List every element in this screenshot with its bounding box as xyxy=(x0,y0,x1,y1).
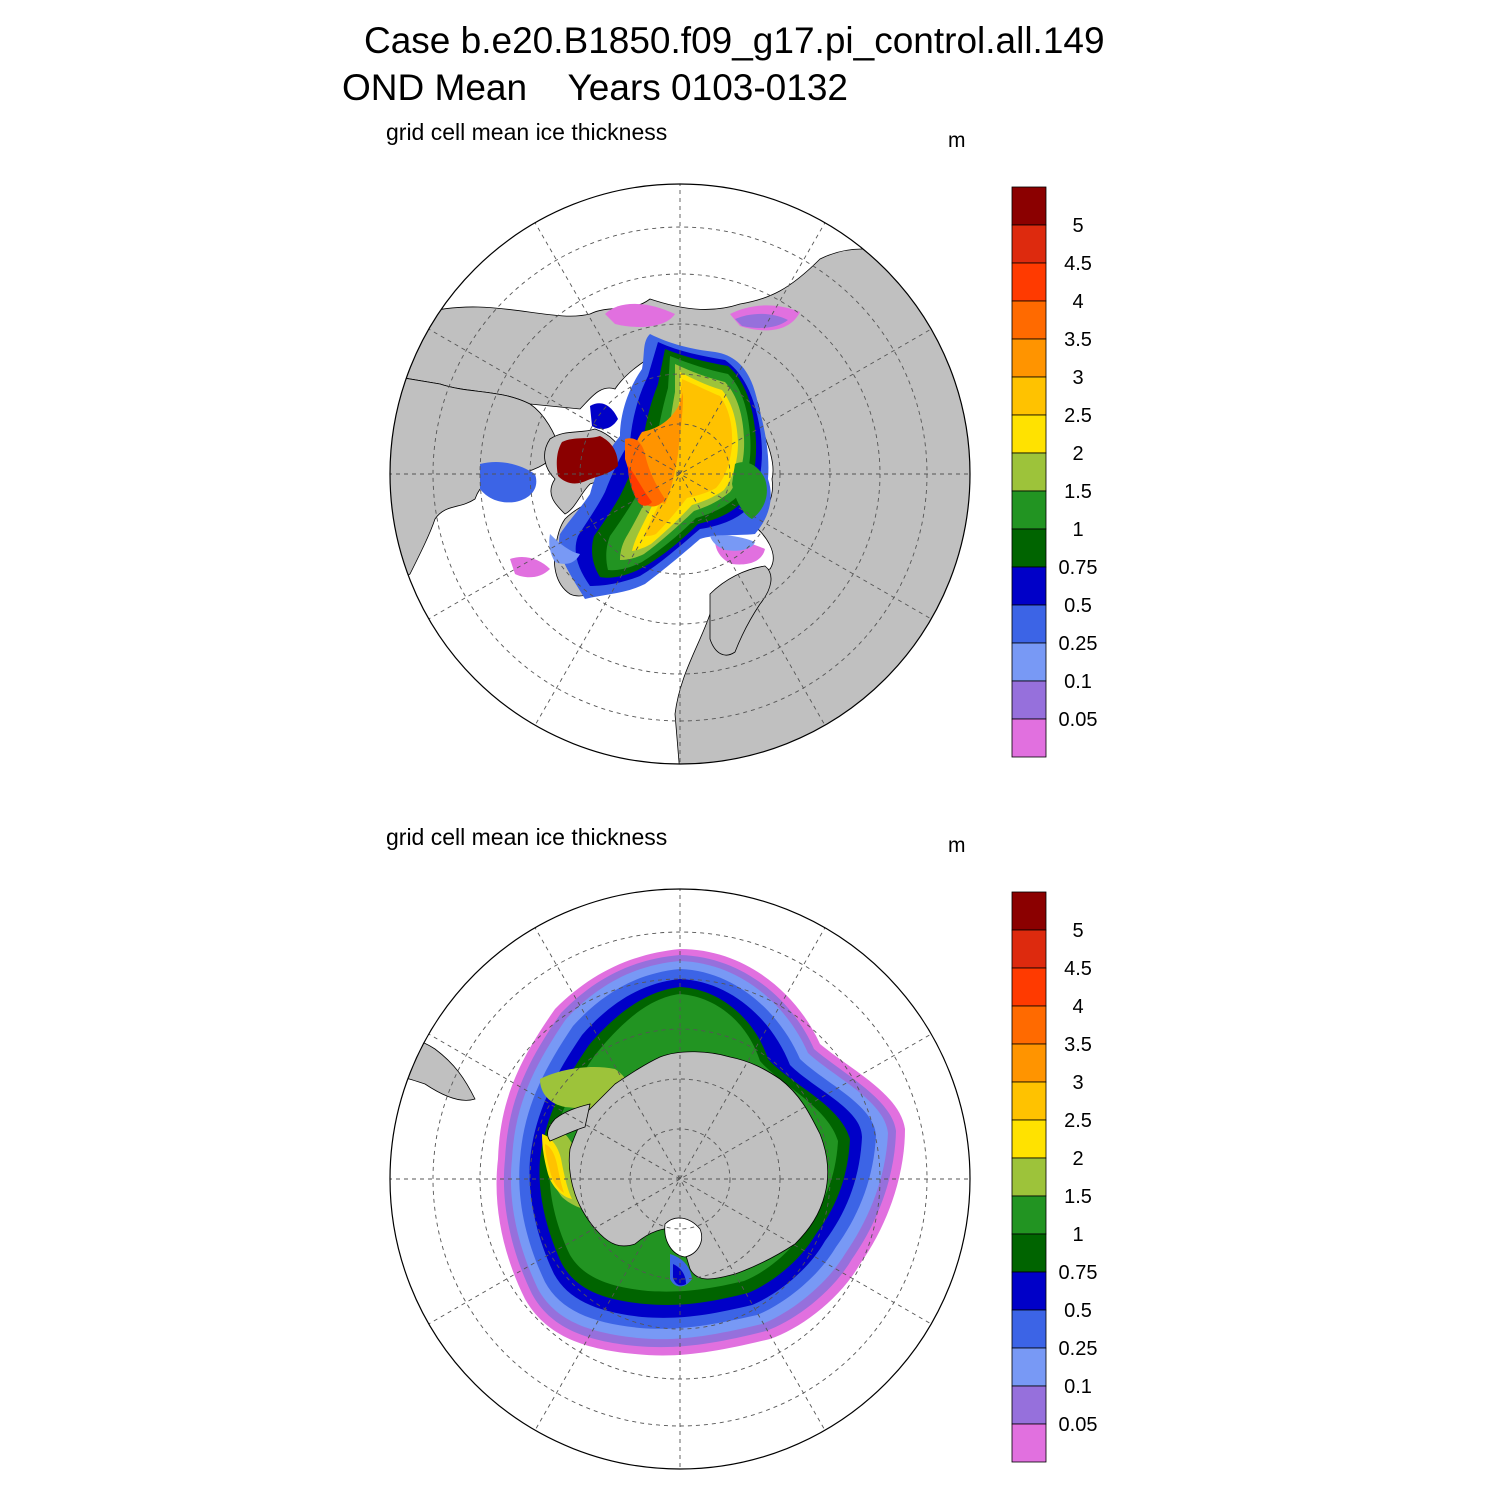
colorbar-swatch xyxy=(1011,186,1047,226)
land-eurasia xyxy=(390,233,970,764)
colorbar-tick-label: 0.05 xyxy=(1059,1414,1098,1436)
colorbar-tick-label: 3 xyxy=(1072,1072,1083,1094)
colorbar-tick-label: 0.1 xyxy=(1064,1376,1092,1398)
land-antarctic-peninsula xyxy=(547,1103,591,1142)
colorbar-swatch xyxy=(1011,1119,1047,1159)
colorbar-swatch xyxy=(1011,376,1047,416)
colorbar-tick-label: 0.25 xyxy=(1059,1338,1098,1360)
colorbar-tick-label: 3 xyxy=(1072,367,1083,389)
graticule xyxy=(390,889,970,1469)
colorbar-tick-label: 1 xyxy=(1072,519,1083,541)
colorbar-swatch xyxy=(1011,1081,1047,1121)
colorbar-swatch xyxy=(1011,1385,1047,1425)
colorbar-tick-label: 0.25 xyxy=(1059,633,1098,655)
colorbar-swatch xyxy=(1011,891,1047,931)
colorbar-tick-label: 3.5 xyxy=(1064,1034,1092,1056)
colorbar-tick-label: 4.5 xyxy=(1064,958,1092,980)
arctic-sea-ice xyxy=(480,303,800,599)
panel-label-top: grid cell mean ice thickness xyxy=(386,119,668,145)
colorbar-top: 5 4.5 4 3.5 3 2.5 2 1.5 1 0.75 0.5 0.25 0.1 0.05 xyxy=(1011,186,1098,758)
colorbar-tick-label: 5 xyxy=(1072,920,1083,942)
colorbar-tick-label: 0.75 xyxy=(1059,557,1098,579)
colorbar-swatch xyxy=(1011,1347,1047,1387)
figure-title-case: Case b.e20.B1850.f09_g17.pi_control.all.… xyxy=(364,20,1105,61)
colorbar-swatch xyxy=(1011,1005,1047,1045)
colorbar-swatch xyxy=(1011,262,1047,302)
colorbar-tick-label: 0.5 xyxy=(1064,595,1092,617)
colorbar-swatch xyxy=(1011,224,1047,264)
colorbar-tick-label: 1.5 xyxy=(1064,481,1092,503)
arctic-ice-thickness-map xyxy=(389,183,971,765)
colorbar-tick-label: 2.5 xyxy=(1064,1110,1092,1132)
colorbar-swatch xyxy=(1011,1309,1047,1349)
antarctic-ice-thickness-map xyxy=(389,888,971,1470)
colorbar-swatch xyxy=(1011,490,1047,530)
colorbar-swatch xyxy=(1011,680,1047,720)
colorbar-swatch xyxy=(1011,414,1047,454)
units-label-bottom: m xyxy=(948,834,966,857)
colorbar-tick-label: 4.5 xyxy=(1064,253,1092,275)
colorbar-swatch xyxy=(1011,1157,1047,1197)
land-scandinavia xyxy=(709,565,772,656)
colorbar-bottom: 5 4.5 4 3.5 3 2.5 2 1.5 1 0.75 0.5 0.25 0.1 0.05 xyxy=(1011,891,1098,1463)
colorbar-swatch xyxy=(1011,1043,1047,1083)
units-label-top: m xyxy=(948,129,966,152)
colorbar-swatch xyxy=(1011,642,1047,682)
colorbar-tick-label: 2.5 xyxy=(1064,405,1092,427)
colorbar-tick-label: 0.05 xyxy=(1059,709,1098,731)
colorbar-tick-label: 0.5 xyxy=(1064,1300,1092,1322)
colorbar-tick-label: 4 xyxy=(1072,291,1083,313)
colorbar-swatch xyxy=(1011,967,1047,1007)
colorbar-tick-label: 1.5 xyxy=(1064,1186,1092,1208)
colorbar-swatch xyxy=(1011,1195,1047,1235)
colorbar-swatch xyxy=(1011,300,1047,340)
colorbar-swatch xyxy=(1011,929,1047,969)
colorbar-tick-label: 0.1 xyxy=(1064,671,1092,693)
colorbar-swatch xyxy=(1011,338,1047,378)
colorbar-swatch xyxy=(1011,718,1047,758)
graticule xyxy=(390,184,970,764)
panel-label-bottom: grid cell mean ice thickness xyxy=(386,824,668,850)
colorbar-swatch xyxy=(1011,1233,1047,1273)
colorbar-tick-label: 2 xyxy=(1072,1148,1083,1170)
colorbar-tick-label: 3.5 xyxy=(1064,329,1092,351)
colorbar-tick-label: 0.75 xyxy=(1059,1262,1098,1284)
colorbar-swatch xyxy=(1011,452,1047,492)
colorbar-tick-label: 5 xyxy=(1072,215,1083,237)
colorbar-swatch xyxy=(1011,528,1047,568)
colorbar-swatch xyxy=(1011,566,1047,606)
colorbar-swatch xyxy=(1011,1423,1047,1463)
colorbar-swatch xyxy=(1011,604,1047,644)
colorbar-tick-label: 1 xyxy=(1072,1224,1083,1246)
figure-title-period: OND Mean Years 0103-0132 xyxy=(342,67,848,108)
colorbar-tick-label: 4 xyxy=(1072,996,1083,1018)
colorbar-tick-label: 2 xyxy=(1072,443,1083,465)
colorbar-swatch xyxy=(1011,1271,1047,1311)
